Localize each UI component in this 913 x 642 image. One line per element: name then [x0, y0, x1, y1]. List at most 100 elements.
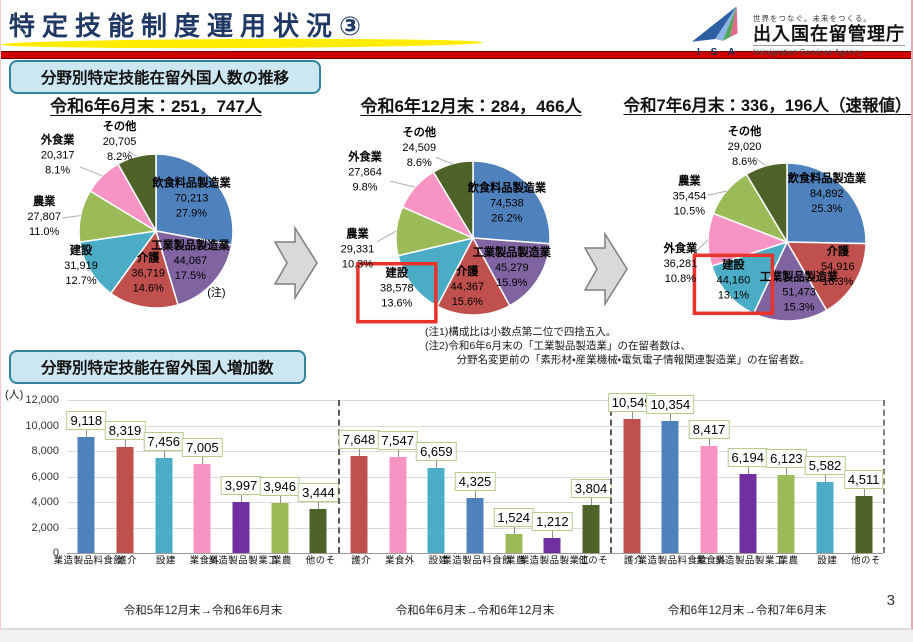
- pie-label-pct: 15.6%: [452, 296, 483, 308]
- pie-label-value: 36,719: [131, 268, 165, 280]
- pie-svg-r6-june: 飲食料品製造業 70,213 27.9% 工業製品製造業 44,067 17.5%(注) 介…: [27, 119, 234, 309]
- bar-column: 3,946 農業: [259, 400, 300, 565]
- agency-logo: I S A 世界をつなぐ。未来をつくる。 出入国在留管理庁 Immigratio…: [690, 4, 905, 58]
- pie-slice: [155, 153, 234, 246]
- pie-label-name: 介護: [137, 251, 160, 265]
- bar-category-label: 外食業: [694, 555, 725, 565]
- bar-label-leader: [359, 448, 360, 456]
- bar-column: 9,118 飲食料品製造業: [51, 400, 122, 565]
- bar-value-label: 1,524: [493, 507, 534, 527]
- bar-label-leader: [513, 526, 515, 534]
- bar-category-label: 建設: [815, 555, 836, 565]
- pie-label-value: 44,367: [450, 281, 484, 293]
- label-leader-line: [390, 180, 416, 188]
- pie-chart-r6-december: 令和6年12月末：284，466人 飲食料品製造業 74,538 26.2% 工業製品…: [313, 92, 629, 371]
- pie-label-pct: 10.8%: [665, 273, 696, 285]
- bar-value-label: 6,194: [727, 448, 768, 468]
- bar-group-panel: 10,549 介護 10,354 飲食料品製造業 8,417 外食業 6,194 工業製品製造…: [607, 392, 884, 565]
- highlight-box: [356, 261, 438, 324]
- section-heading-transition: 分野別特定技能在留外国人数の推移: [9, 60, 322, 94]
- pie-label-name: 外食業: [40, 132, 75, 146]
- bar-column: 10,354 飲食料品製造業: [635, 395, 706, 565]
- section-heading-transition-label: 分野別特定技能在留外国人数の推移: [41, 70, 290, 87]
- pie-label-note-mark: (注): [207, 286, 225, 299]
- label-leader-line: [754, 157, 767, 167]
- bar-label-leader: [475, 490, 477, 498]
- pie-label-value: 36,281: [664, 258, 698, 270]
- pie-label-name: その他: [402, 125, 436, 139]
- bar-value-label: 4,511: [843, 469, 884, 489]
- y-axis-tick-label: 4,000: [31, 496, 59, 508]
- y-axis-tick-label: 12,000: [25, 394, 59, 406]
- bar-value-label: 7,456: [143, 431, 184, 451]
- y-axis-tick-label: 8,000: [31, 445, 59, 457]
- bar: [739, 474, 757, 553]
- pie-label-pct: 27.9%: [176, 207, 207, 219]
- bar-group-panel: 9,118 飲食料品製造業 8,319 介護 7,456 建設 7,005 外食業 3,997 工…: [51, 400, 339, 565]
- bar-category-label: 建設: [153, 555, 175, 565]
- label-leader-line: [404, 284, 413, 289]
- bar-category-label: その他: [848, 555, 880, 565]
- bar-category-label: 工業製品製造業: [206, 555, 277, 565]
- bar-category-label: その他: [303, 555, 335, 565]
- bar-category-label: 農業: [503, 555, 525, 565]
- bar: [466, 497, 484, 553]
- pie-label-value: 51,473: [782, 286, 816, 298]
- label-leader-line: [435, 156, 453, 165]
- pie-label-name: 建設: [721, 257, 745, 271]
- bar-column: 7,005 外食業: [182, 400, 223, 565]
- bar-label-leader: [591, 497, 593, 505]
- bar-label-leader: [825, 474, 827, 482]
- label-leader-line: [62, 215, 81, 219]
- bar-value-label: 9,118: [66, 410, 107, 430]
- section-heading-increase-label: 分野別特定技能在留外国人増加数: [41, 360, 274, 377]
- pie-label-value: 20,317: [41, 149, 75, 161]
- bar-value-label: 7,547: [377, 430, 418, 450]
- bar: [116, 446, 134, 553]
- pie-label-pct: 15.3%: [783, 301, 814, 313]
- pie-label-name: その他: [103, 119, 137, 133]
- bar-label-leader: [436, 461, 438, 469]
- bar-label-leader: [786, 467, 788, 475]
- bar-value-label: 3,946: [259, 476, 300, 496]
- transition-arrow-icon: [273, 225, 319, 305]
- bar-category-label: 介護: [349, 555, 370, 565]
- pie-slice: [109, 230, 179, 309]
- bar-category-label: 飲食料品製造業: [635, 555, 707, 565]
- pie-label-pct: 13.6%: [381, 298, 412, 310]
- bar: [816, 481, 834, 553]
- pie-label-pct: 8.6%: [407, 157, 432, 169]
- agency-name-en: Immigration Services Agency: [753, 45, 905, 57]
- bar: [232, 502, 250, 553]
- bar-column: 5,582 建設: [804, 400, 846, 565]
- bar-category-label: 介護: [621, 555, 643, 565]
- bar-column: 6,123 農業: [766, 400, 807, 565]
- pie-label-name: 工業製品製造業: [760, 269, 839, 283]
- bar: [582, 504, 600, 553]
- bar-group-label: 令和6年6月末→令和6年12月末: [395, 605, 555, 617]
- bar: [155, 457, 173, 553]
- y-axis-tick-label: 0: [52, 547, 59, 559]
- pie-label-value: 54,916: [821, 261, 855, 273]
- pie-label-pct: 8.1%: [45, 164, 70, 176]
- bar-value-label: 10,354: [646, 395, 695, 414]
- pie-slice: [786, 241, 867, 312]
- bar-label-leader: [241, 495, 243, 503]
- pie-chart-r6-june: 令和6年6月末：251，747人 飲食料品製造業 70,213 27.9% 工業製品製…: [3, 92, 309, 371]
- pie-label-name: 建設: [69, 243, 93, 257]
- pie-label-value: 70,213: [175, 192, 209, 204]
- isa-label: I S A: [697, 47, 739, 58]
- bar-category-label: 外食業: [382, 555, 414, 565]
- highlight-box: [692, 253, 775, 316]
- bar-chart: 0 2,000 4,000 6,000 8,000 10,000 12,000 9,118 飲…: [1, 392, 891, 628]
- bar-column: 7,456 建設: [143, 400, 184, 565]
- bar-category-label: 飲食料品製造業: [440, 555, 511, 565]
- bar: [661, 421, 679, 553]
- bar-column: 6,659 建設: [416, 400, 457, 565]
- pie-label-name: 飲食料品製造業: [787, 171, 867, 185]
- pie-title-r6-june: 令和6年6月末：251，747人: [50, 97, 262, 116]
- pie-label-value: 29,020: [728, 141, 762, 153]
- bar-label-leader: [670, 414, 672, 421]
- pie-label-value: 45,279: [495, 262, 529, 274]
